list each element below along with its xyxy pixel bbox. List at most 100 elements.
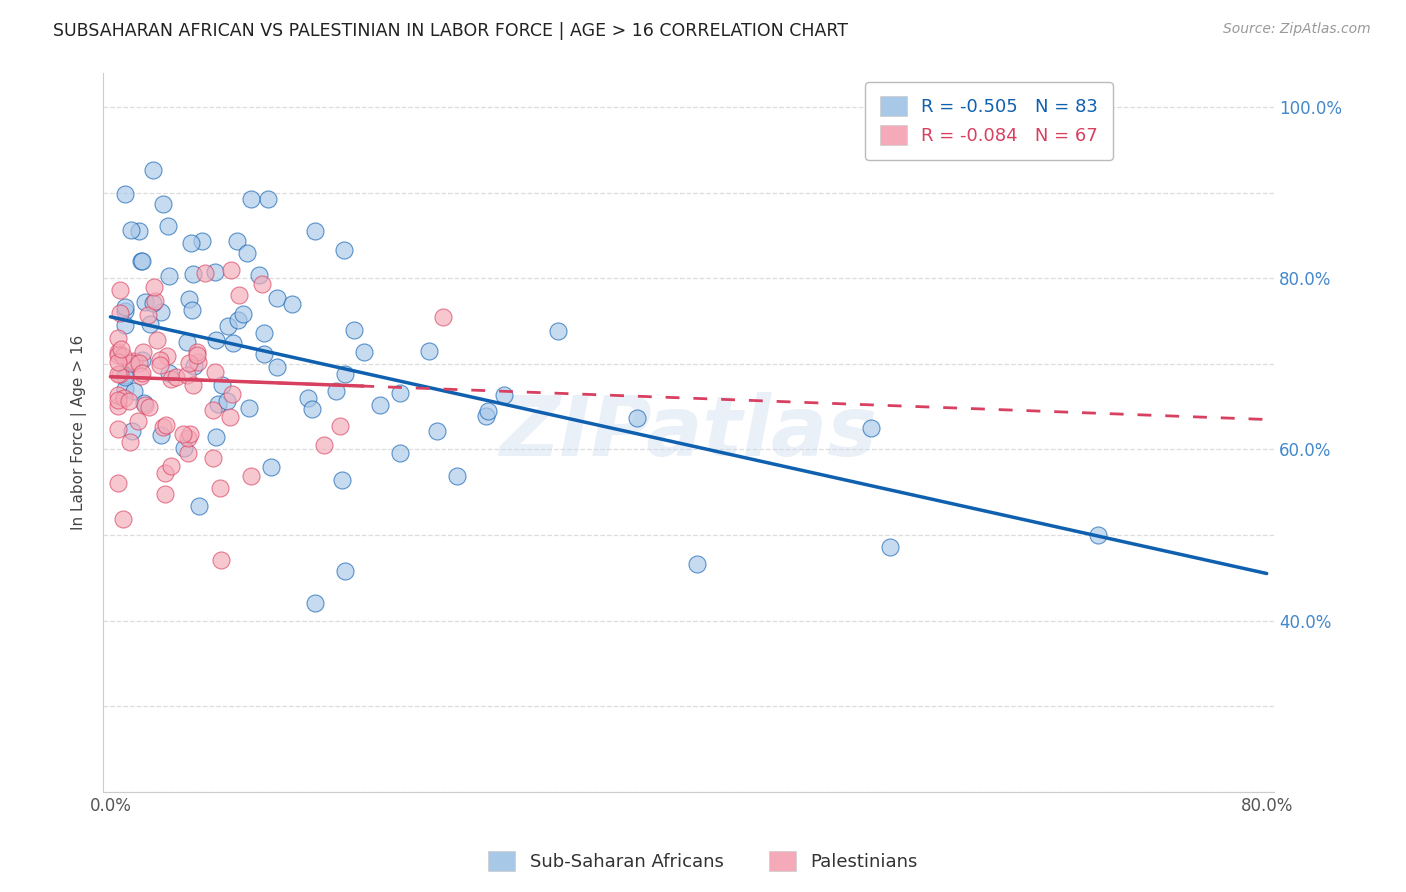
Point [112, 350, 135, 364]
Point [120, 434, 142, 449]
Point [492, 388, 515, 402]
Point [114, 370, 136, 384]
Point [205, 333, 228, 347]
Point [221, 387, 243, 401]
Point [114, 300, 136, 314]
Point [332, 243, 354, 257]
Point [177, 356, 200, 370]
Y-axis label: In Labor Force | Age > 16: In Labor Force | Age > 16 [72, 334, 87, 530]
Text: SUBSAHARAN AFRICAN VS PALESTINIAN IN LABOR FORCE | AGE > 16 CORRELATION CHART: SUBSAHARAN AFRICAN VS PALESTINIAN IN LAB… [53, 22, 848, 40]
Point [145, 333, 167, 347]
Point [107, 368, 129, 382]
Point [343, 323, 366, 337]
Point [121, 424, 143, 438]
Point [114, 382, 136, 396]
Point [107, 345, 129, 359]
Point [110, 306, 132, 320]
Point [142, 296, 165, 310]
Point [181, 302, 204, 317]
Point [186, 344, 208, 359]
Point [239, 192, 262, 206]
Point [183, 359, 205, 373]
Point [107, 348, 129, 362]
Point [368, 398, 391, 412]
Point [418, 344, 440, 359]
Point [107, 331, 129, 345]
Point [129, 369, 152, 384]
Point [205, 430, 228, 444]
Point [176, 334, 198, 349]
Point [186, 348, 208, 362]
Point [118, 394, 141, 409]
Point [202, 403, 225, 417]
Point [353, 345, 375, 359]
Point [108, 367, 131, 381]
Point [122, 384, 145, 398]
Point [260, 460, 283, 475]
Point [142, 280, 165, 294]
Point [172, 426, 194, 441]
Point [304, 224, 326, 238]
Point [176, 368, 198, 383]
Point [142, 163, 165, 178]
Point [228, 288, 250, 302]
Point [860, 420, 883, 434]
Point [156, 219, 179, 234]
Legend: R = -0.505   N = 83, R = -0.084   N = 67: R = -0.505 N = 83, R = -0.084 N = 67 [866, 82, 1112, 160]
Point [132, 396, 155, 410]
Point [149, 358, 172, 372]
Point [202, 451, 225, 466]
Point [477, 404, 499, 418]
Point [112, 391, 135, 405]
Point [181, 378, 204, 392]
Point [157, 268, 180, 283]
Point [122, 354, 145, 368]
Point [232, 307, 254, 321]
Point [240, 469, 263, 483]
Point [176, 446, 198, 460]
Point [153, 466, 176, 480]
Point [218, 409, 240, 424]
Text: ZIPatlas: ZIPatlas [499, 392, 877, 473]
Point [179, 292, 201, 306]
Point [217, 394, 239, 409]
Point [114, 304, 136, 318]
Point [134, 398, 156, 412]
Point [238, 401, 260, 415]
Point [131, 367, 153, 381]
Point [107, 399, 129, 413]
Point [217, 319, 239, 334]
Point [179, 427, 201, 442]
Point [879, 540, 901, 554]
Point [165, 370, 187, 384]
Point [131, 253, 153, 268]
Point [333, 564, 356, 578]
Point [1087, 527, 1109, 541]
Point [281, 297, 304, 311]
Point [250, 277, 273, 291]
Point [209, 553, 232, 567]
Point [129, 254, 152, 268]
Point [297, 391, 319, 405]
Point [257, 192, 280, 206]
Point [388, 446, 411, 460]
Point [110, 342, 132, 356]
Point [152, 419, 174, 434]
Point [173, 441, 195, 455]
Point [547, 324, 569, 338]
Point [128, 356, 150, 370]
Point [111, 512, 134, 526]
Point [266, 359, 288, 374]
Point [249, 268, 271, 283]
Legend: Sub-Saharan Africans, Palestinians: Sub-Saharan Africans, Palestinians [481, 844, 925, 879]
Point [388, 386, 411, 401]
Point [138, 309, 160, 323]
Point [446, 468, 468, 483]
Point [107, 355, 129, 369]
Point [252, 347, 274, 361]
Point [156, 349, 179, 363]
Point [475, 409, 498, 423]
Point [432, 310, 454, 324]
Point [155, 487, 177, 501]
Point [266, 292, 288, 306]
